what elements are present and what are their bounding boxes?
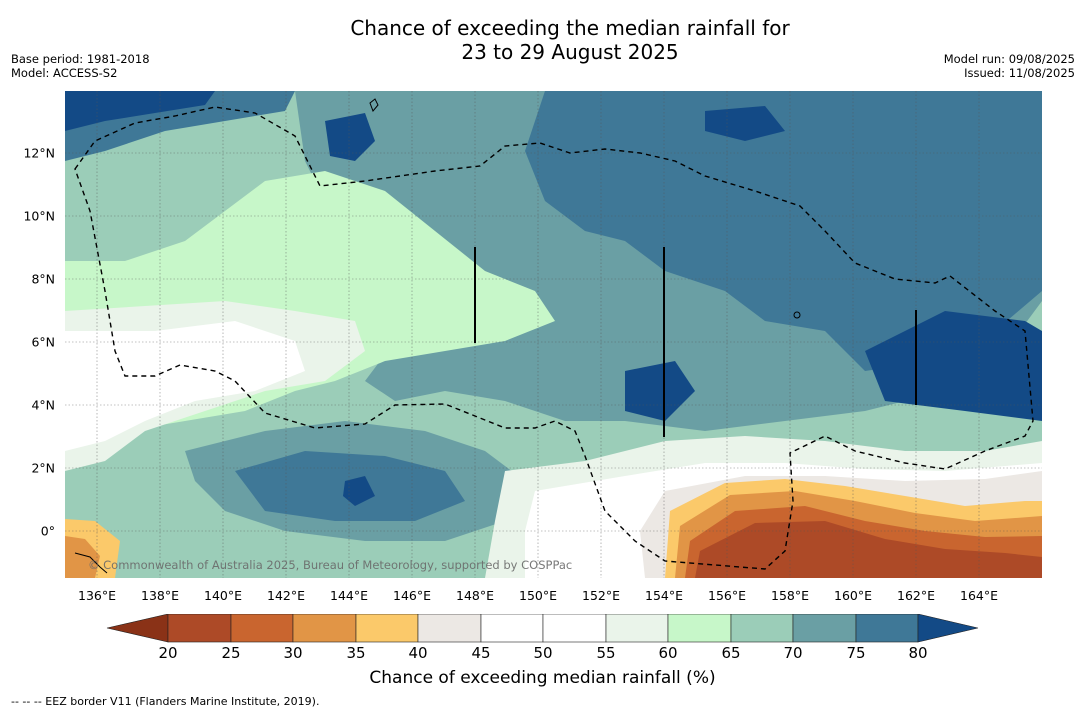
- lat-label: 6°N: [31, 334, 55, 350]
- colorbar-tick: 80: [908, 644, 928, 662]
- colorbar-tick: 45: [471, 644, 491, 662]
- colorbar-bin-55-60: [605, 614, 669, 643]
- colorbar-tick: 40: [408, 644, 428, 662]
- lon-label: 156°E: [707, 588, 747, 603]
- colorbar-tick: 75: [846, 644, 866, 662]
- colorbar-tick: 30: [283, 644, 303, 662]
- lon-label: 148°E: [455, 588, 495, 603]
- colorbar-bin-30-35: [292, 614, 357, 643]
- colorbar-bin-60-65: [667, 614, 732, 643]
- island-outline-east: [793, 311, 801, 319]
- colorbar-tick: 65: [721, 644, 741, 662]
- colorbar-bin-75-80: [855, 614, 919, 643]
- lon-label: 158°E: [770, 588, 810, 603]
- colorbar-tick: 35: [346, 644, 366, 662]
- field-45-55-west: [65, 321, 305, 451]
- field-75-80-north: [525, 91, 1042, 371]
- map-title-line2: 23 to 29 August 2025: [461, 40, 679, 64]
- lon-label: 160°E: [833, 588, 873, 603]
- lat-label: 12°N: [23, 145, 55, 161]
- island-outline-northwest: [369, 98, 379, 112]
- model-name: Model: ACCESS-S2: [11, 66, 118, 80]
- issued-date: Issued: 11/08/2025: [964, 66, 1075, 80]
- lat-label: 8°N: [31, 271, 55, 287]
- colorbar-extend-low: [106, 614, 169, 643]
- coastline-southwest: [74, 552, 108, 574]
- eez-footnote: -- -- -- EEZ border V11 (Flanders Marine…: [11, 695, 320, 708]
- field-gt80-east: [865, 311, 1042, 421]
- colorbar-bin-25-30: [230, 614, 294, 643]
- base-period: Base period: 1981-2018: [11, 52, 150, 66]
- colorbar-extend-high: [917, 614, 979, 643]
- lon-label: 140°E: [203, 588, 243, 603]
- lat-label: 0°: [40, 523, 55, 539]
- lon-label: 162°E: [896, 588, 936, 603]
- colorbar-tick: 50: [533, 644, 553, 662]
- colorbar-title: Chance of exceeding median rainfall (%): [369, 668, 716, 688]
- lon-label: 138°E: [140, 588, 180, 603]
- colorbar-bin-70-75: [792, 614, 857, 643]
- colorbar-tick: 25: [221, 644, 241, 662]
- model-run: Model run: 09/08/2025: [943, 52, 1075, 66]
- lon-label: 154°E: [644, 588, 684, 603]
- lon-label: 150°E: [518, 588, 558, 603]
- lat-label: 4°N: [31, 397, 55, 413]
- field-gt80-northwest: [65, 91, 215, 131]
- colorbar-bin-35-40: [355, 614, 419, 643]
- lon-label: 144°E: [329, 588, 369, 603]
- field-20-25-south: [695, 521, 1042, 578]
- colorbar-bin-45-50: [480, 614, 544, 643]
- colorbar-bin-65-70: [730, 614, 794, 643]
- field-gt80-center: [625, 361, 695, 421]
- colorbar-bin-40-45: [417, 614, 482, 643]
- colorbar-tick: 55: [596, 644, 616, 662]
- field-gt80-northeast: [705, 106, 785, 141]
- map-canvas: [65, 91, 1042, 578]
- lat-label: 2°N: [31, 460, 55, 476]
- lat-label: 10°N: [23, 208, 55, 224]
- field-gt80-north-center: [325, 113, 375, 161]
- colorbar-tick: 20: [158, 644, 178, 662]
- colorbar-bin-50-55: [542, 614, 607, 643]
- rainfall-probability-map: [65, 91, 1042, 578]
- graticule: [65, 91, 1042, 578]
- map-title-line1: Chance of exceeding the median rainfall …: [350, 16, 790, 40]
- field-gt80-southwest: [343, 476, 375, 506]
- colorbar-tick: 60: [658, 644, 678, 662]
- colorbar-bin-20-25: [167, 614, 232, 643]
- lon-label: 136°E: [77, 588, 117, 603]
- lon-label: 146°E: [392, 588, 432, 603]
- copyright-watermark: © Commonwealth of Australia 2025, Bureau…: [88, 558, 573, 572]
- lon-label: 142°E: [266, 588, 306, 603]
- colorbar: [106, 614, 979, 643]
- colorbar-tick: 70: [783, 644, 803, 662]
- eez-border: [74, 106, 1034, 570]
- field-30-35-southwest-corner: [65, 536, 100, 578]
- lon-label: 164°E: [959, 588, 999, 603]
- lon-label: 152°E: [581, 588, 621, 603]
